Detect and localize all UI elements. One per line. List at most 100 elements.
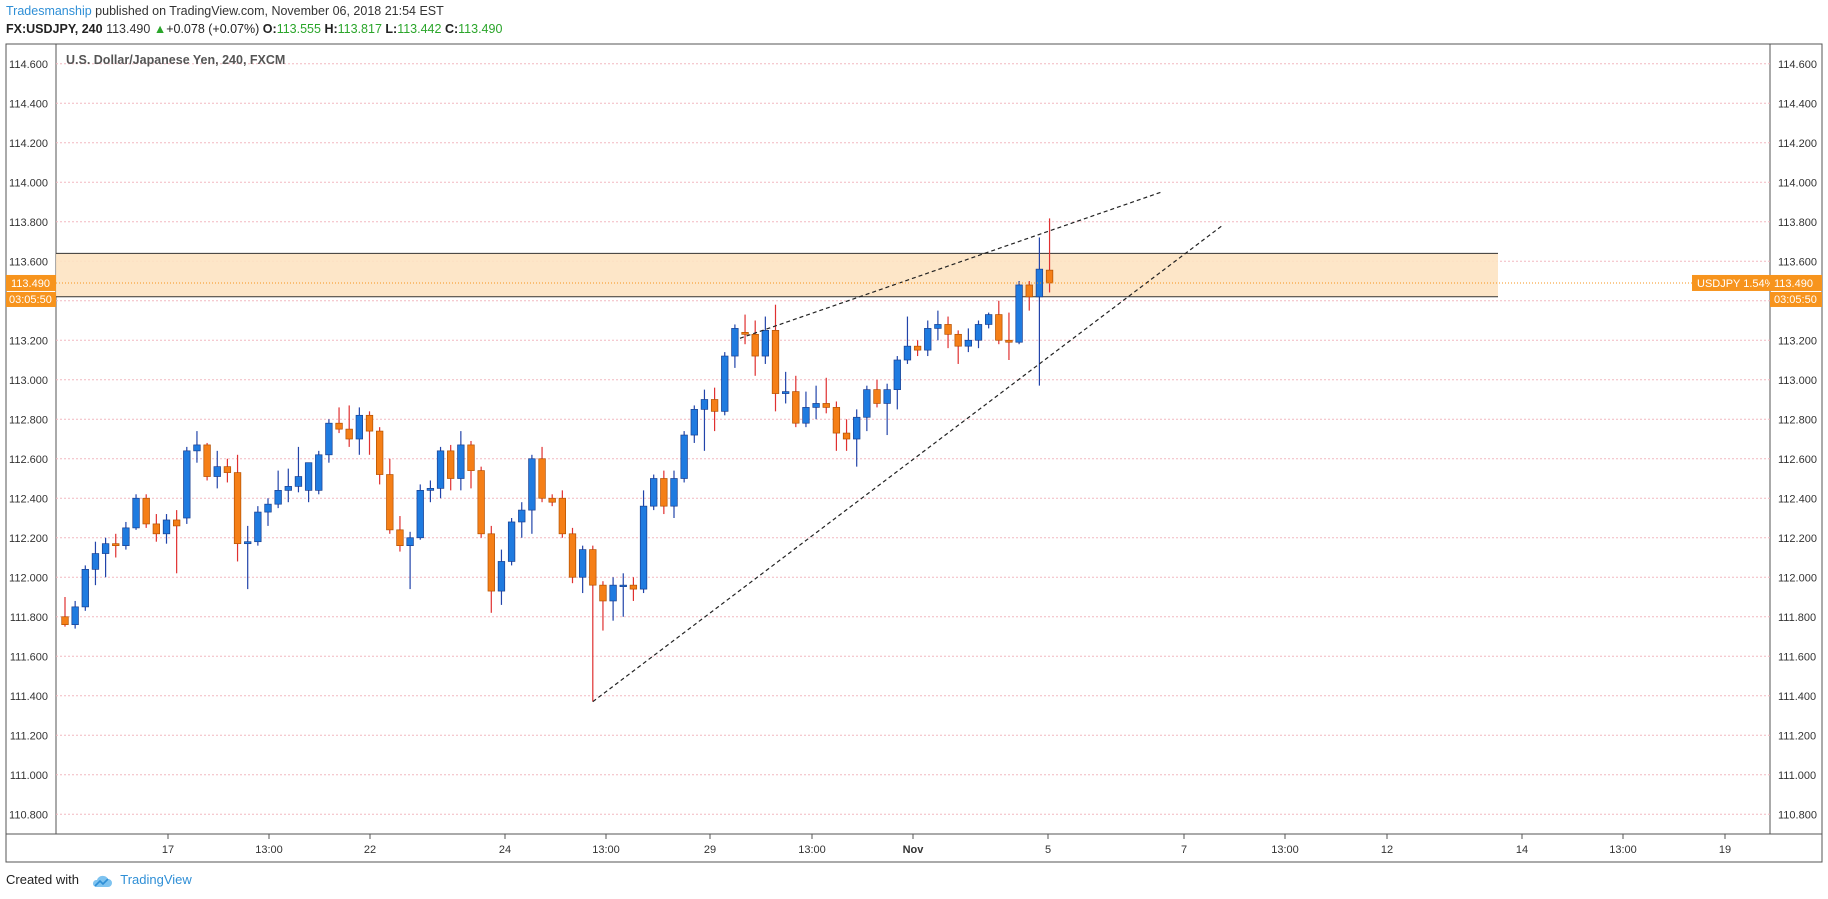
candle-body [355,414,363,440]
close-label: C: [444,22,459,36]
price-tick-left: 114.000 [9,177,48,189]
created-with-text: Created with [6,872,79,887]
candle-body [81,568,89,608]
candle-body [781,391,790,394]
candle-body [406,537,414,547]
price-tick-left: 113.000 [9,375,48,387]
tradingview-brand-link[interactable]: TradingView [120,872,192,887]
price-tick-left: 112.800 [9,414,48,426]
trendline [739,191,1162,339]
symbol-badge-tag [1692,274,1770,291]
countdown-right: 03:05:50 [1774,294,1817,306]
candle-body [71,606,79,625]
candle-body [264,503,272,513]
candle-body [893,359,901,390]
price-tick-left: 112.600 [9,454,48,466]
price-tick-left: 113.200 [9,335,48,347]
time-tick-label: 19 [1719,844,1731,856]
candle-body [995,314,1003,341]
candle-body [223,466,232,473]
candle-body [984,314,993,325]
candle-body [974,324,983,341]
candle-body [913,345,922,351]
candle-body [1035,268,1044,298]
chart-header: Tradesmanship published on TradingView.c… [6,2,1822,40]
price-tick-right: 112.600 [1778,454,1817,466]
candle-body [101,543,110,554]
time-tick-label: 13:00 [1609,844,1637,856]
last-price-tag-left [6,274,56,291]
time-tick-label: 24 [499,844,511,856]
publish-line: Tradesmanship published on TradingView.c… [6,2,1822,20]
countdown-left: 03:05:50 [9,294,52,306]
candle-body [670,478,678,507]
candle-body [112,543,120,546]
candle-body [477,470,485,535]
price-tick-left: 111.400 [10,691,48,703]
candle-body [792,391,800,424]
candle-body [284,486,292,491]
price-tick-right: 113.600 [1778,256,1817,268]
price-tick-right: 112.200 [1778,533,1817,545]
candle-body [964,339,972,347]
candle-body [578,549,587,578]
price-tick-right: 111.400 [1778,691,1816,703]
time-axis: 17 13:00 22 24 13:00 29 13:00 Nov 5 7 13:00 12 14 13:… [162,834,1731,856]
price-tick-left: 114.400 [9,98,48,110]
footer: Created with TradingView [6,871,192,889]
candle-body [629,584,638,590]
candle-body [842,432,851,440]
candle-body [903,345,912,361]
candle-body [721,355,729,412]
candle-body [741,332,749,335]
price-change: +0.078 (+0.07%) [166,22,260,36]
candle-body [497,561,506,592]
author-link[interactable]: Tradesmanship [6,4,92,18]
candle-body [619,584,627,588]
price-tick-left: 112.400 [9,493,48,505]
candle-body [254,511,262,543]
candle-body [304,462,313,491]
candle-body [954,333,962,347]
candle-body [934,324,942,329]
last-price: 113.490 [106,22,151,36]
price-tick-left: 111.600 [10,651,48,663]
resistance-zone [56,252,1498,298]
ohlc-line: FX:USDJPY, 240 113.490 ▲+0.078 (+0.07%) … [6,20,1822,38]
candle-body [538,458,546,499]
candle-body [751,333,759,357]
candle-body [447,450,455,479]
time-tick-label: 29 [704,844,716,856]
tradingview-cloud-icon [92,875,112,887]
price-tick-right: 112.400 [1778,493,1817,505]
price-tick-left: 114.600 [9,59,48,71]
candle-body [365,414,374,432]
candle-body [548,497,556,503]
time-tick-label: 14 [1516,844,1528,856]
chart-title: U.S. Dollar/Japanese Yen, 240, FXCM [66,53,285,67]
candle-body [173,519,181,527]
price-tick-right: 114.600 [1778,59,1817,71]
price-tick-left: 112.000 [9,572,48,584]
candle-body [457,444,465,479]
candle-body [680,434,688,479]
candle-body [193,444,201,452]
candle-body [345,428,353,440]
open-value: 113.555 [276,22,321,36]
candle-body [802,407,810,424]
time-tick-label: 13:00 [255,844,283,856]
candle-body [1015,284,1023,343]
candle-body [650,478,658,507]
symbol-label: FX:USDJPY, 240 [6,22,103,36]
candle-body [274,490,282,505]
low-label: L: [385,22,398,36]
candle-body [609,584,617,602]
candles-layer [61,218,1054,702]
time-tick-label: 13:00 [592,844,620,856]
candle-body [294,476,303,487]
trendlines-layer [592,191,1223,703]
price-tick-left: 113.600 [9,256,48,268]
candle-body [132,497,140,529]
